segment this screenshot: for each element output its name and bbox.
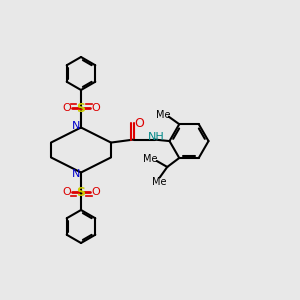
- Text: Me: Me: [143, 154, 158, 164]
- Text: O: O: [134, 117, 144, 130]
- Text: S: S: [76, 185, 85, 199]
- Text: N: N: [72, 169, 81, 179]
- Text: O: O: [62, 187, 71, 197]
- Text: O: O: [62, 103, 71, 113]
- Text: NH: NH: [148, 132, 164, 142]
- Text: S: S: [76, 101, 85, 115]
- Text: Me: Me: [152, 177, 167, 187]
- Text: O: O: [91, 103, 100, 113]
- Text: N: N: [72, 121, 81, 131]
- Text: O: O: [91, 187, 100, 197]
- Text: Me: Me: [156, 110, 171, 120]
